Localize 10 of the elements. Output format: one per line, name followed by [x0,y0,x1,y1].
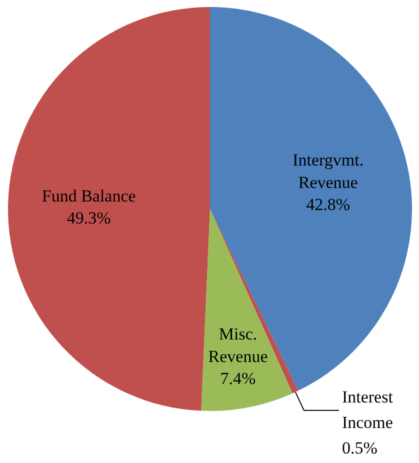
pie-slice [201,209,293,411]
slice-label: Misc. Revenue [208,324,268,366]
data-label: 42.8% [306,194,350,214]
data-label: 0.5% [342,438,378,458]
slice-label: Interest Income [342,387,394,432]
data-label: 49.3% [66,208,111,228]
data-label: 7.4% [220,368,256,388]
pie-slice [210,7,412,391]
slice-label: Fund Balance [42,186,136,206]
slice-label: Intergvmt. Revenue [292,150,364,192]
